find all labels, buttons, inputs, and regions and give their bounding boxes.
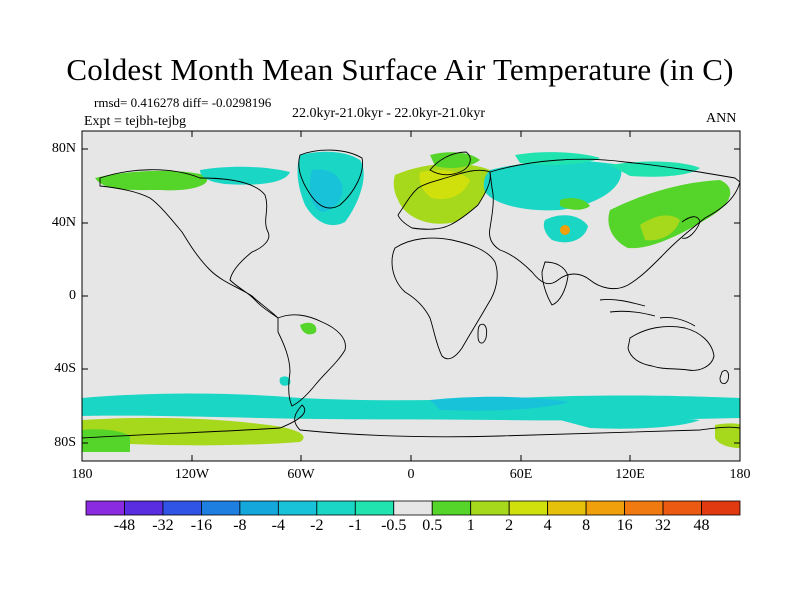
anomaly-patch: [430, 396, 570, 411]
anomaly-patch: [560, 225, 570, 235]
coastline-madagascar: [477, 323, 488, 344]
coastline-south-america: [277, 314, 346, 407]
colorbar-label: 16: [616, 517, 633, 534]
anomaly-patch: [279, 376, 291, 386]
colorbar-label: -0.5: [381, 517, 407, 534]
coastline-africa: [391, 237, 498, 360]
anomaly-patch: [430, 152, 480, 168]
anomaly-patch: [309, 169, 343, 212]
coastline-greenland: [298, 149, 363, 209]
coastline-indonesia: [599, 299, 696, 327]
map-panel: [81, 130, 741, 462]
colorbar-label: 2: [505, 517, 514, 534]
anomaly-patch: [95, 170, 208, 191]
colorbar-swatch: [585, 500, 625, 516]
coastline-scandinavia: [429, 151, 471, 176]
coastline-india: [541, 261, 569, 306]
colorbar-swatch: [277, 500, 318, 516]
colorbar-swatch: [162, 500, 202, 516]
coastline-new-zealand: [719, 369, 729, 385]
colorbar-label: -48: [113, 517, 136, 534]
coastline-europe: [397, 169, 491, 230]
colorbar-swatch: [431, 500, 472, 516]
colorbar-label: -4: [271, 517, 285, 534]
lon-tick-label: 0: [407, 467, 415, 482]
colorbar-label: -1: [348, 517, 362, 534]
colorbar-swatch: [354, 500, 395, 516]
experiment-label: Expt = tejbh-tejbg: [84, 114, 186, 129]
anomaly-field: [82, 151, 740, 452]
colorbar-label: 8: [582, 517, 591, 534]
colorbar-swatch: [316, 500, 356, 516]
colorbar-swatch: [701, 500, 741, 516]
colorbar-label: -32: [152, 517, 174, 534]
colorbar-swatch: [239, 500, 279, 516]
lon-tick-label: 120W: [174, 467, 210, 482]
anomaly-patch: [715, 423, 740, 448]
lon-tick-label: 120E: [615, 467, 645, 482]
anomaly-patch: [82, 393, 740, 421]
lat-tick-label: 80S: [54, 435, 76, 450]
colorbar-swatch: [470, 500, 510, 516]
colorbar-label: -8: [233, 517, 247, 534]
stats-label: rmsd= 0.416278 diff= -0.0298196: [94, 95, 272, 110]
anomaly-patch: [483, 160, 622, 211]
colorbar-swatch: [508, 500, 549, 516]
colorbar-label: -16: [190, 517, 213, 534]
lat-tick-label: 40N: [51, 215, 76, 230]
period-label: 22.0kyr-21.0kyr - 22.0kyr-21.0kyr: [292, 106, 486, 121]
lon-tick-label: 180: [71, 467, 93, 482]
chart-title: Coldest Month Mean Surface Air Temperatu…: [66, 52, 734, 87]
anomaly-patch: [610, 161, 700, 177]
lon-tick-label: 180: [729, 467, 751, 482]
colorbar-swatch: [624, 500, 664, 516]
colorbar-label: 1: [466, 517, 475, 534]
anomaly-patch: [640, 215, 680, 241]
colorbar-label: -2: [310, 517, 324, 534]
colorbar-swatch: [547, 500, 587, 516]
colorbar-label: 48: [693, 517, 710, 534]
anomaly-patch: [300, 322, 317, 335]
anomaly-patch: [82, 417, 304, 446]
lon-tick-label: 60W: [287, 467, 315, 482]
anomaly-patch: [608, 180, 731, 249]
coastlines: [81, 149, 741, 439]
colorbar-swatch: [201, 500, 241, 516]
colorbar-swatch: [393, 500, 433, 516]
coastline-asia: [489, 158, 741, 290]
coastline-australia: [627, 326, 715, 371]
anomaly-patch: [419, 170, 470, 200]
lat-tick-label: 0: [69, 288, 76, 303]
colorbar-label: 4: [543, 517, 552, 534]
anomaly-patch: [200, 166, 290, 185]
coastline-north-america: [99, 169, 279, 319]
colorbar-label: 32: [655, 517, 672, 534]
lon-tick-label: 60E: [509, 467, 533, 482]
colorbar-swatch: [85, 500, 125, 516]
colorbar: [85, 500, 741, 516]
lat-tick-label: 40S: [54, 361, 76, 376]
lat-tick-label: 80N: [51, 141, 76, 156]
anomaly-patch: [82, 429, 130, 452]
coastline-japan: [681, 216, 701, 239]
colorbar-swatch: [662, 500, 702, 516]
anomaly-patch: [515, 152, 600, 165]
anomaly-patch: [560, 417, 700, 429]
colorbar-swatch: [124, 500, 164, 516]
colorbar-label: 0.5: [422, 517, 443, 534]
axis-ticks: [81, 131, 741, 461]
coastline-antarctica: [81, 404, 741, 439]
anomaly-patch: [560, 198, 590, 210]
season-label: ANN: [706, 111, 737, 126]
